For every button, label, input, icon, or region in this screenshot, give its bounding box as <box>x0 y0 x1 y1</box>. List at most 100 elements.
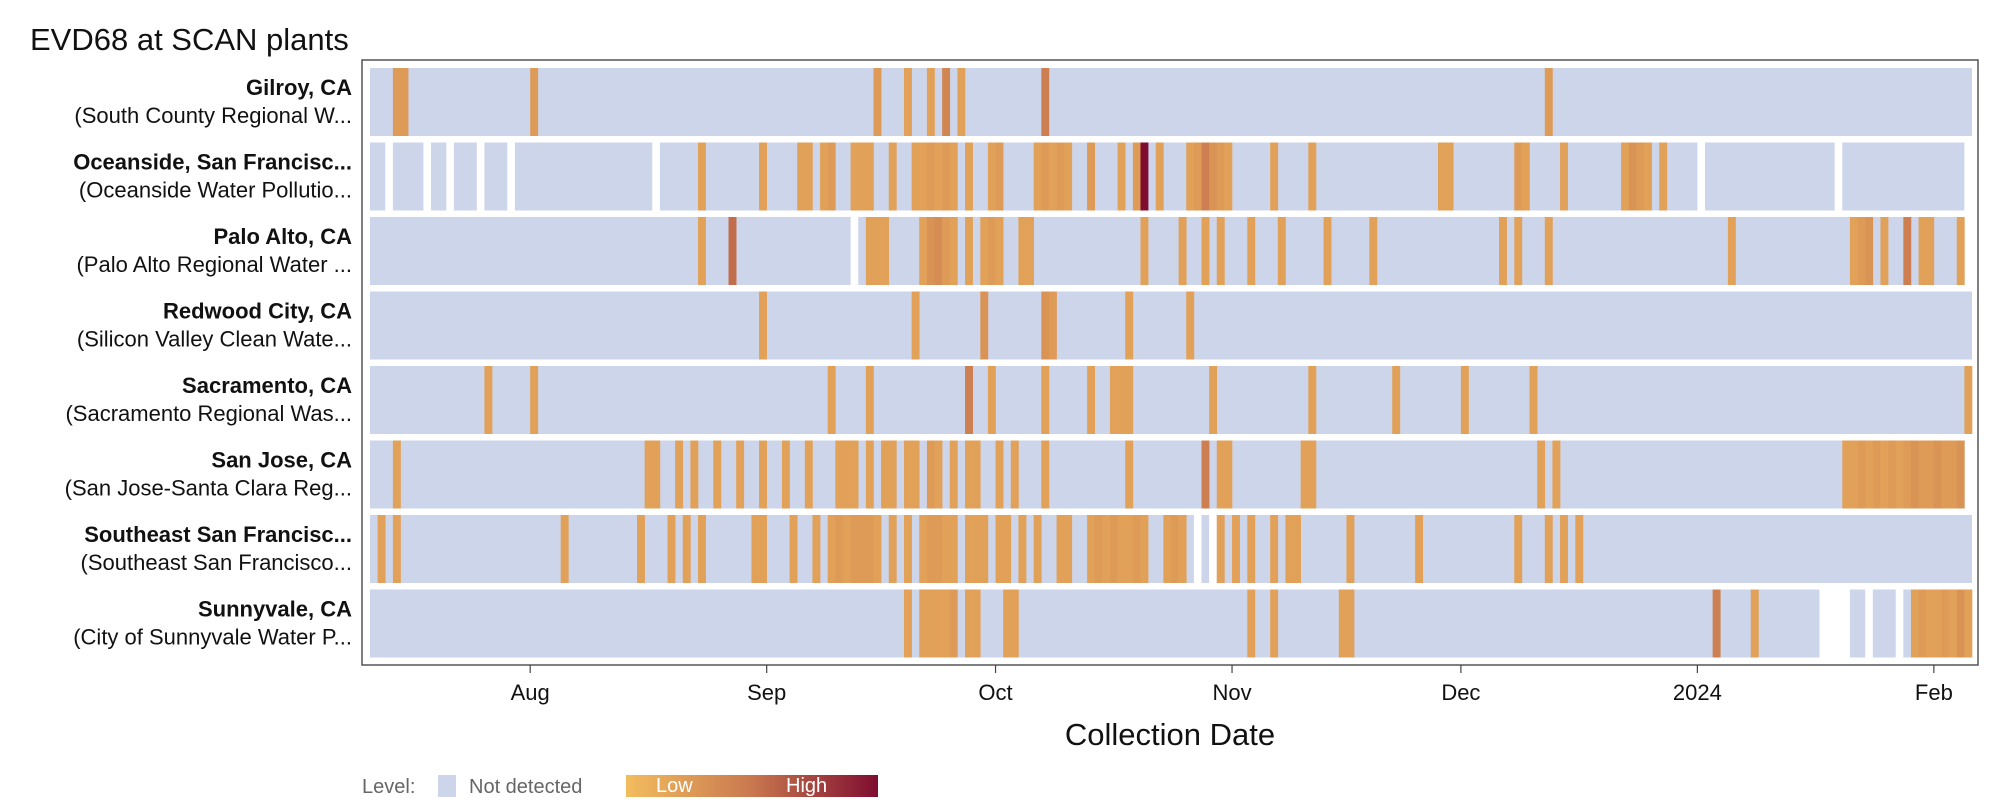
detection-cell <box>1880 440 1889 509</box>
detection-cell <box>1346 515 1355 583</box>
detection-cell <box>865 142 874 211</box>
detection-cell <box>820 142 829 211</box>
detection-cell <box>1041 291 1050 360</box>
detection-cell <box>1560 142 1568 211</box>
coverage-segment <box>1216 515 1972 583</box>
row-label-name: Oceanside, San Francisc... <box>73 150 352 175</box>
detection-cell <box>873 515 882 583</box>
detection-cell <box>1247 589 1256 658</box>
detection-cell <box>881 440 890 509</box>
detection-cell <box>1460 366 1469 434</box>
detection-cell <box>995 217 1004 285</box>
heatmap-row <box>370 68 1972 136</box>
detection-cell <box>926 217 935 285</box>
detection-cell <box>1308 142 1317 211</box>
detection-cell <box>1941 589 1950 658</box>
detection-cell <box>1247 515 1256 583</box>
detection-cell <box>1048 142 1057 211</box>
coverage-segment <box>370 142 386 211</box>
detection-cell <box>759 142 767 211</box>
row-label-name: Sunnyvale, CA <box>198 597 352 622</box>
detection-cell <box>797 142 806 211</box>
detection-cell <box>1544 68 1553 136</box>
detection-cell <box>926 142 935 211</box>
detection-cell <box>1933 589 1942 658</box>
detection-cell <box>965 589 973 658</box>
detection-cell <box>987 366 996 434</box>
coverage-segment <box>370 217 851 285</box>
detection-cell <box>1529 366 1538 434</box>
detection-cell <box>949 217 958 285</box>
detection-cell <box>1109 515 1118 583</box>
detection-cell <box>1857 440 1866 509</box>
detection-cell <box>1247 217 1256 285</box>
detection-cell <box>1285 515 1294 583</box>
detection-cell <box>1270 142 1279 211</box>
detection-cell <box>781 440 790 509</box>
detection-cell <box>1621 142 1630 211</box>
detection-cell <box>934 142 943 211</box>
detection-cell <box>1308 366 1317 434</box>
detection-cell <box>926 68 935 136</box>
detection-cell <box>1232 515 1240 583</box>
detection-cell <box>1842 440 1851 509</box>
detection-cell <box>1956 217 1965 285</box>
detection-cell <box>1521 142 1530 211</box>
detection-cell <box>728 217 737 285</box>
detection-cell <box>1033 142 1042 211</box>
detection-cell <box>888 515 897 583</box>
row-label-subtitle: (City of Sunnyvale Water P... <box>73 625 352 650</box>
detection-cell <box>1537 440 1546 509</box>
detection-cell <box>1575 515 1584 583</box>
detection-cell <box>1903 440 1912 509</box>
detection-cell <box>1117 142 1126 211</box>
detection-cell <box>965 515 973 583</box>
detection-cell <box>1010 440 1019 509</box>
detection-cell <box>995 440 1004 509</box>
detection-cell <box>759 515 767 583</box>
detection-cell <box>1544 217 1553 285</box>
detection-cell <box>1163 515 1172 583</box>
detection-cell <box>919 142 928 211</box>
coverage-segment <box>370 68 1972 136</box>
detection-cell <box>926 589 935 658</box>
coverage-segment <box>1849 589 1866 658</box>
detection-cell <box>934 440 943 509</box>
detection-cell <box>865 217 874 285</box>
detection-cell <box>965 366 973 434</box>
detection-cell <box>1964 589 1973 658</box>
detection-cell <box>850 515 859 583</box>
detection-cell <box>904 515 912 583</box>
detection-cell <box>1552 440 1561 509</box>
detection-cell <box>1125 366 1134 434</box>
detection-cell <box>1125 515 1134 583</box>
detection-cell <box>1193 142 1202 211</box>
detection-cell <box>698 515 706 583</box>
heatmap-row <box>370 440 1965 509</box>
detection-cell <box>713 440 722 509</box>
detection-cell <box>751 515 760 583</box>
coverage-segment <box>858 217 1965 285</box>
detection-cell <box>949 142 958 211</box>
detection-cell <box>1659 142 1668 211</box>
detection-cell <box>1224 142 1233 211</box>
row-label-name: Sacramento, CA <box>182 373 352 398</box>
detection-cell <box>904 440 912 509</box>
coverage-segment <box>370 589 1820 658</box>
detection-cell <box>652 440 661 509</box>
coverage-segment <box>392 142 424 211</box>
detection-cell <box>1094 515 1103 583</box>
detection-cell <box>1087 366 1096 434</box>
detection-cell <box>1003 515 1012 583</box>
detection-cell <box>919 515 928 583</box>
detection-cell <box>1888 440 1897 509</box>
detection-cell <box>1643 142 1652 211</box>
detection-cell <box>919 589 928 658</box>
detection-cell <box>1438 142 1446 211</box>
detection-cell <box>1857 217 1866 285</box>
detection-cell <box>949 515 958 583</box>
detection-cell <box>1346 589 1355 658</box>
detection-cell <box>637 515 645 583</box>
heatmap-rows <box>370 68 1973 658</box>
detection-cell <box>1171 515 1179 583</box>
